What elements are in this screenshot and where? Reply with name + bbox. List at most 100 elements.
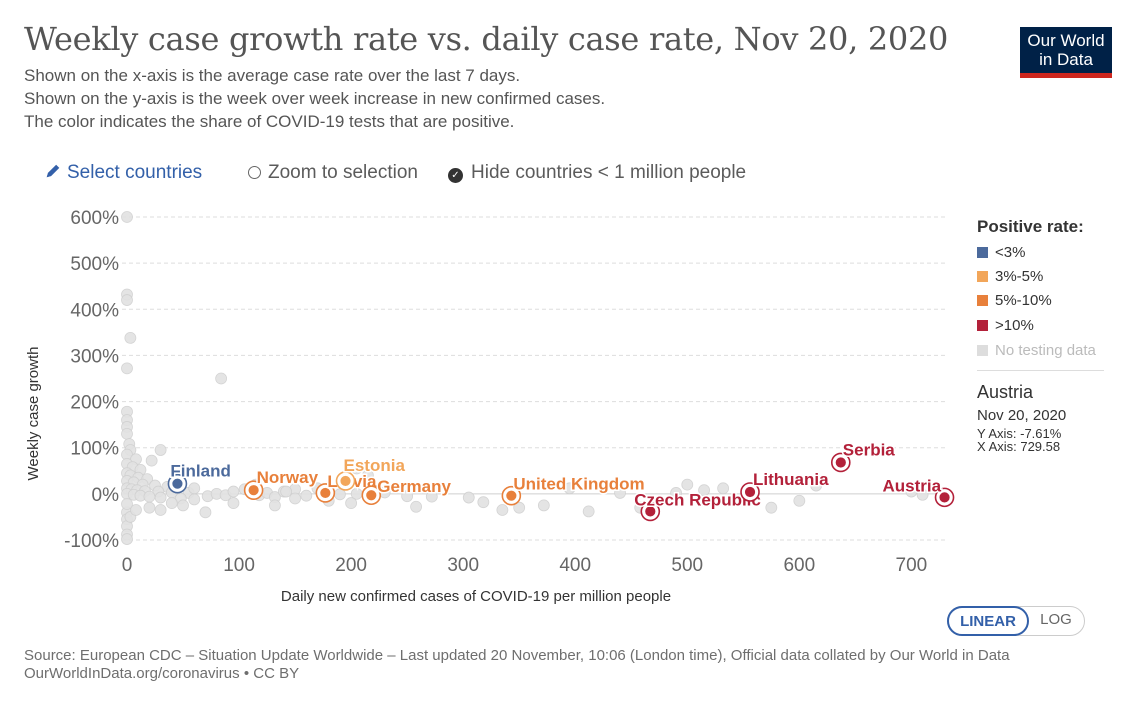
data-point <box>339 475 352 487</box>
data-point <box>744 486 756 498</box>
background-data-point <box>614 487 626 499</box>
select-countries-label: Select countries <box>67 162 203 183</box>
background-data-point <box>362 469 374 482</box>
data-point <box>365 489 378 502</box>
background-data-point <box>537 499 550 512</box>
y-tick-label: 600% <box>70 208 119 229</box>
background-data-point <box>130 504 142 516</box>
data-point <box>319 487 332 499</box>
y-tick-label: 500% <box>70 254 119 275</box>
background-data-point <box>215 372 228 385</box>
legend-divider <box>977 370 1104 371</box>
data-point-label: Austria <box>883 476 942 495</box>
select-countries-button[interactable]: Select countries <box>44 162 202 184</box>
hide-small-countries-toggle[interactable]: ✓ Hide countries < 1 million people <box>448 162 746 184</box>
background-data-point <box>916 488 929 501</box>
background-data-point <box>410 500 423 513</box>
hover-x-value: X Axis: 729.58 <box>977 439 1061 454</box>
scale-toggle: LINEAR LOG <box>947 606 1085 636</box>
pencil-icon <box>46 164 60 178</box>
background-data-point <box>227 485 240 498</box>
x-axis-title: Daily new confirmed cases of COVID-19 pe… <box>281 588 671 605</box>
data-point <box>834 456 847 469</box>
background-data-point <box>269 499 281 512</box>
data-point-label: Estonia <box>344 456 406 475</box>
data-point-label: Norway <box>257 468 319 487</box>
legend-item[interactable]: >10% <box>977 317 1034 334</box>
background-data-point <box>121 211 133 223</box>
legend-swatch <box>977 271 988 282</box>
background-data-point <box>227 497 240 509</box>
x-tick-label: 300 <box>447 555 479 576</box>
legend-swatch <box>977 320 988 331</box>
background-data-point <box>165 497 178 509</box>
owid-logo[interactable]: Our World in Data <box>1020 27 1112 78</box>
background-data-point <box>462 491 475 504</box>
background-data-point <box>121 294 133 306</box>
legend-swatch <box>977 247 988 258</box>
legend-swatch <box>977 295 988 306</box>
hover-date: Nov 20, 2020 <box>977 407 1067 424</box>
background-data-point <box>124 331 137 344</box>
legend-label: 5%-10% <box>995 292 1052 309</box>
chart-title: Weekly case growth rate vs. daily case r… <box>24 20 949 58</box>
logo-line-1: Our World <box>1027 31 1105 50</box>
background-data-point <box>563 482 576 495</box>
zoom-to-selection-toggle[interactable]: Zoom to selection <box>248 162 418 184</box>
source-note: Source: European CDC – Situation Update … <box>24 647 1064 683</box>
background-data-point <box>177 499 189 512</box>
background-data-point <box>145 454 158 467</box>
data-point-label: Czech Republic <box>634 490 761 509</box>
background-data-point <box>401 490 414 503</box>
background-data-point <box>188 482 201 495</box>
data-point-label: Finland <box>170 462 230 481</box>
background-data-point <box>121 498 133 510</box>
background-data-point <box>810 479 823 492</box>
background-data-point <box>154 491 167 504</box>
hover-entity-name: Austria <box>977 382 1034 402</box>
zoom-label: Zoom to selection <box>268 162 418 183</box>
legend-item[interactable]: No testing data <box>977 342 1096 359</box>
background-data-point <box>121 427 133 440</box>
y-tick-label: 200% <box>70 393 119 414</box>
data-point <box>938 491 951 504</box>
background-data-point <box>121 362 133 375</box>
legend-label: <3% <box>995 244 1026 261</box>
background-data-point <box>513 501 526 514</box>
x-tick-label: 400 <box>559 555 591 576</box>
radio-icon <box>248 166 261 179</box>
x-tick-label: 600 <box>783 555 815 576</box>
data-point <box>247 484 260 497</box>
source-url[interactable]: OurWorldInData.org/coronavirus • CC BY <box>24 665 300 682</box>
legend-title: Positive rate: <box>977 217 1084 236</box>
data-point-label: Serbia <box>843 440 896 459</box>
y-tick-label: 100% <box>70 439 119 460</box>
hover-y-value: Y Axis: -7.61% <box>977 426 1062 441</box>
background-data-point <box>477 496 490 509</box>
data-point-label: Germany <box>377 477 451 496</box>
source-text: Source: European CDC – Situation Update … <box>24 647 1010 664</box>
y-tick-label: 400% <box>70 300 119 321</box>
background-data-point <box>280 485 293 498</box>
background-data-point <box>300 489 313 502</box>
legend-item[interactable]: 5%-10% <box>977 292 1052 309</box>
linear-scale-button[interactable]: LINEAR <box>947 606 1029 636</box>
background-data-point <box>670 487 682 499</box>
background-data-point <box>698 484 710 497</box>
log-scale-button[interactable]: LOG <box>1040 611 1072 628</box>
subtitle-line-3: The color indicates the share of COVID-1… <box>24 112 515 131</box>
background-data-point <box>350 462 363 475</box>
legend-item[interactable]: 3%-5% <box>977 268 1043 285</box>
background-data-point <box>425 490 438 503</box>
x-tick-label: 200 <box>335 555 367 576</box>
data-point-label: United Kingdom <box>513 475 644 494</box>
y-tick-label: -100% <box>64 531 119 552</box>
background-data-point <box>143 501 156 514</box>
background-data-point <box>496 504 509 516</box>
subtitle-line-1: Shown on the x-axis is the average case … <box>24 66 521 85</box>
x-tick-label: 700 <box>896 555 928 576</box>
legend-label: 3%-5% <box>995 268 1044 285</box>
legend-item[interactable]: <3% <box>977 244 1025 261</box>
x-tick-label: 500 <box>671 555 703 576</box>
